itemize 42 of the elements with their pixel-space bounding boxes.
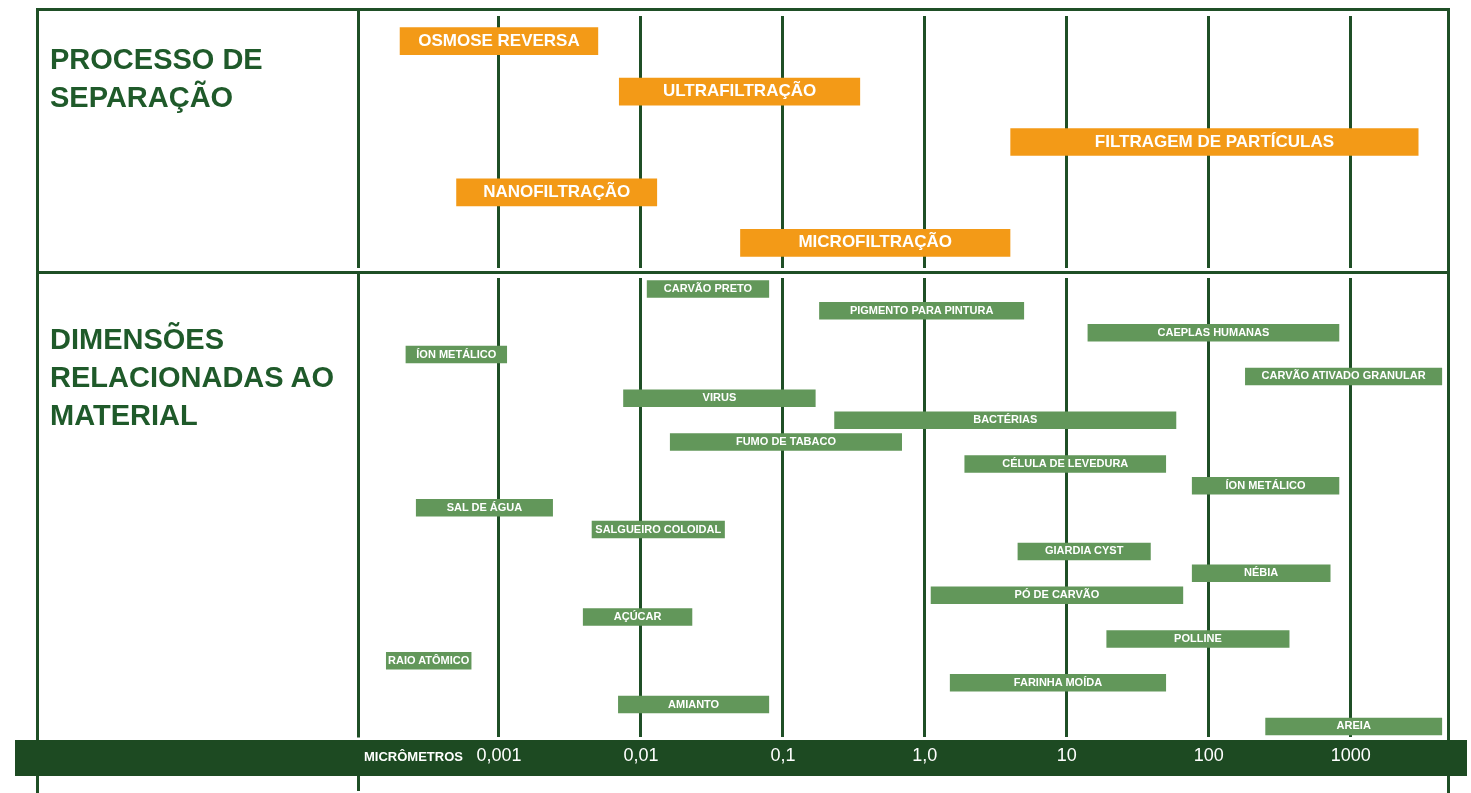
y-tick-label: MICROFILTRAÇÃO (798, 231, 953, 252)
x-tick-label: 1,0 (912, 745, 938, 766)
bar (1106, 630, 1290, 648)
category-label: GIARDIA CYST (1044, 544, 1124, 557)
category-label: AÇÚCAR (613, 610, 662, 623)
y-tick-label: FILTRAGEM DE PARTÍCULAS (1094, 131, 1335, 151)
category-label: CARVÃO PRETO (663, 281, 753, 294)
y-axis-title: DIMENSÕES RELACIONADAS AO MATERIAL (50, 321, 335, 433)
category-label: AREIA (1336, 719, 1371, 732)
x-tick-label: 100 (1193, 745, 1224, 766)
category-label: ÍON METÁLICO (416, 347, 497, 360)
x-tick-label: 1000 (1330, 745, 1371, 766)
category-label: FARINHA MOÍDA (1013, 675, 1103, 688)
y-tick-label: NANOFILTRAÇÃO (483, 181, 631, 202)
category-label: CÉLULA DE LEVEDURA (1002, 456, 1129, 469)
category-label: ÍON METÁLICO (1225, 478, 1306, 491)
x-tick-label: 10 (1056, 745, 1077, 766)
category-label: RAIO ATÔMICO (388, 653, 470, 666)
x-tick-label: 0,1 (770, 745, 796, 766)
x-tick-label: 0,01 (623, 745, 659, 766)
category-label: POLLINE (1174, 631, 1222, 644)
category-label: PÓ DE CARVÃO (1014, 588, 1100, 601)
bar (623, 389, 816, 408)
category-label: CAEPLAS HUMANAS (1157, 325, 1270, 338)
y-tick-label: ULTRAFILTRAÇÃO (662, 80, 817, 101)
x-tick-label: 0,001 (476, 745, 522, 766)
category-label: SALGUEIRO COLOIDAL (595, 522, 722, 535)
category-label: BACTÉRIAS (973, 413, 1038, 426)
x-axis-title: MICRÔMETROS (364, 748, 464, 764)
bar (669, 433, 902, 451)
bar (930, 586, 1184, 604)
category-label: AMIANTO (668, 697, 720, 710)
y-axis-title: PROCESSO DE SEPARAÇÃO (50, 42, 264, 115)
category-label: SAL DE ÁGUA (446, 500, 523, 513)
bar (1265, 717, 1443, 736)
category-label: CARVÃO ATIVADO GRANULAR (1261, 369, 1426, 382)
category-label: FUMO DE TABACO (735, 435, 836, 448)
y-tick-label: OSMOSE REVERSA (418, 30, 580, 50)
category-label: VIRUS (702, 391, 737, 404)
bar (834, 411, 1177, 429)
category-label: PIGMENTO PARA PINTURA (849, 303, 994, 316)
category-label: NÉBIA (1244, 566, 1279, 579)
